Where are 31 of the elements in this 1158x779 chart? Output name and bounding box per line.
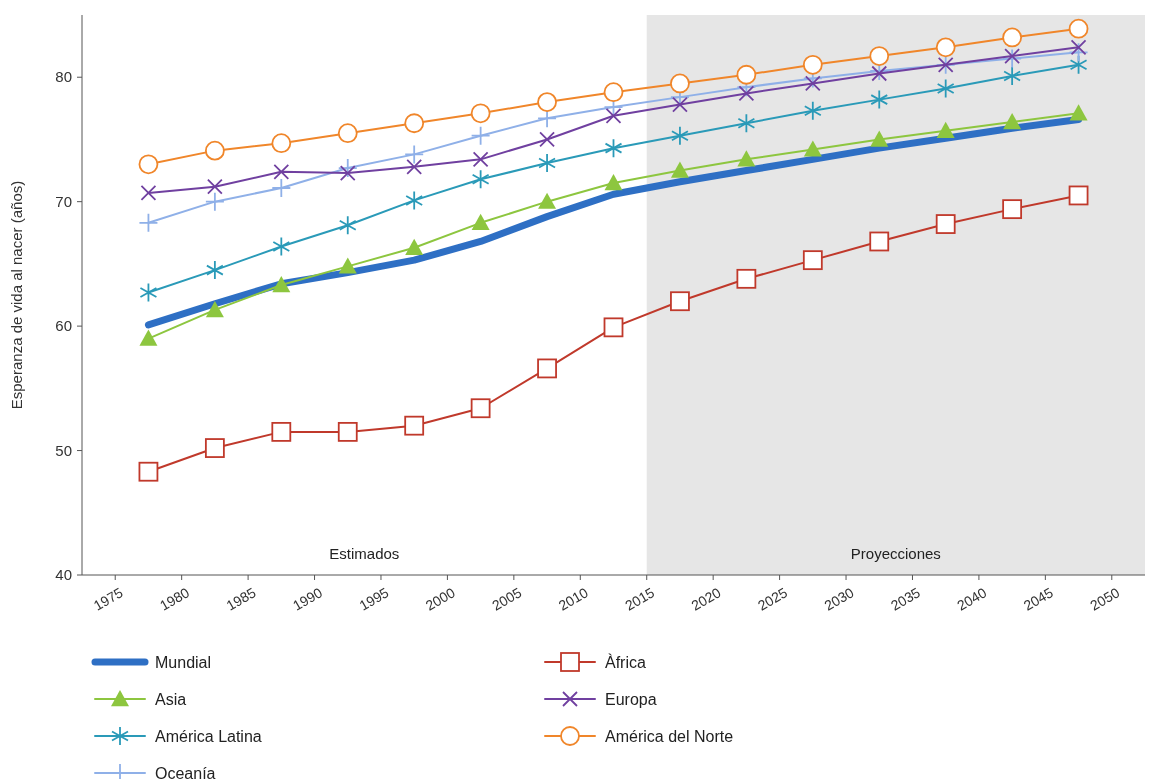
legend-label: Oceanía bbox=[155, 764, 216, 779]
legend-label: Mundial bbox=[155, 653, 212, 671]
legend-label: América Latina bbox=[155, 727, 262, 745]
x-tick-label: 1985 bbox=[223, 584, 259, 614]
legend-label: Àfrica bbox=[605, 652, 646, 671]
x-tick-label: 1980 bbox=[157, 584, 193, 614]
y-tick-label: 80 bbox=[55, 68, 72, 86]
x-tick-label: 2005 bbox=[489, 584, 525, 614]
x-tick-label: 2030 bbox=[821, 584, 857, 614]
x-tick-label: 2025 bbox=[755, 584, 791, 614]
annotation: Estimados bbox=[329, 545, 400, 562]
x-tick-label: 2020 bbox=[688, 584, 724, 614]
x-tick-label: 2045 bbox=[1020, 584, 1056, 614]
x-tick-label: 2035 bbox=[887, 584, 924, 614]
x-tick-label: 2000 bbox=[422, 584, 458, 614]
x-tick-label: 1995 bbox=[356, 584, 392, 614]
x-tick-label: 2010 bbox=[555, 584, 591, 614]
x-tick-label: 2050 bbox=[1087, 584, 1123, 614]
band-label: Proyecciones bbox=[850, 545, 941, 562]
legend-label: Europa bbox=[605, 690, 657, 708]
x-tick-label: 1990 bbox=[289, 584, 326, 614]
y-tick-label: 40 bbox=[55, 566, 72, 584]
y-tick-label: 70 bbox=[55, 192, 72, 210]
x-tick-label: 1975 bbox=[90, 584, 126, 614]
legend-label: Asia bbox=[155, 690, 187, 708]
y-tick-label: 60 bbox=[55, 317, 72, 335]
y-tick-label: 50 bbox=[55, 441, 72, 459]
x-tick-label: 2040 bbox=[954, 584, 990, 614]
x-tick-label: 2015 bbox=[622, 584, 658, 614]
legend-label: América del Norte bbox=[605, 727, 734, 745]
y-axis-title: Esperanza de vida al nacer (años) bbox=[8, 180, 25, 410]
